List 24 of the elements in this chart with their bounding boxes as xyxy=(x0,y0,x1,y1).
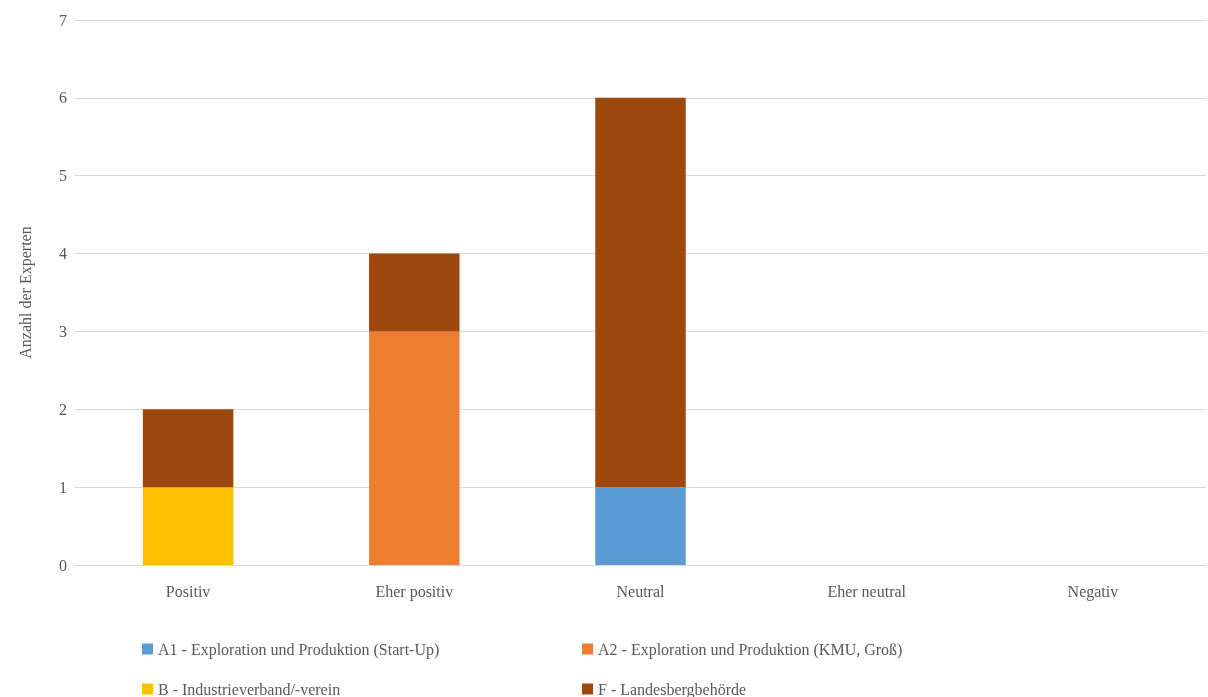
x-tick-label: Positiv xyxy=(165,582,211,600)
bar xyxy=(142,409,234,488)
bar xyxy=(595,97,686,488)
x-tick-label: Neutral xyxy=(616,582,666,600)
x-tick-label: Negativ xyxy=(1067,582,1119,601)
bar xyxy=(369,253,460,332)
legend-label: B - Industrieverband/-verein xyxy=(158,680,341,697)
legend-label: A1 - Exploration und Produktion (Start-Up) xyxy=(158,640,440,659)
legend-label: A2 - Exploration und Produktion (KMU, Groß) xyxy=(598,640,903,659)
y-tick-label: 7 xyxy=(59,11,67,29)
y-tick-label: 3 xyxy=(59,322,67,340)
y-axis-title: Anzahl der Experten xyxy=(16,226,35,359)
bar xyxy=(369,331,460,565)
y-tick-label: 2 xyxy=(59,400,67,418)
bar xyxy=(595,487,686,565)
y-tick-label: 5 xyxy=(59,167,67,185)
y-tick-label: 1 xyxy=(59,478,67,496)
legend-label: F - Landesbergbehörde xyxy=(598,680,747,697)
x-tick-label: Eher positiv xyxy=(375,582,454,601)
y-tick-label: 4 xyxy=(59,245,67,263)
bar xyxy=(142,487,234,565)
x-tick-label: Eher neutral xyxy=(827,582,907,600)
y-tick-label: 0 xyxy=(59,556,67,574)
y-tick-label: 6 xyxy=(59,89,67,107)
